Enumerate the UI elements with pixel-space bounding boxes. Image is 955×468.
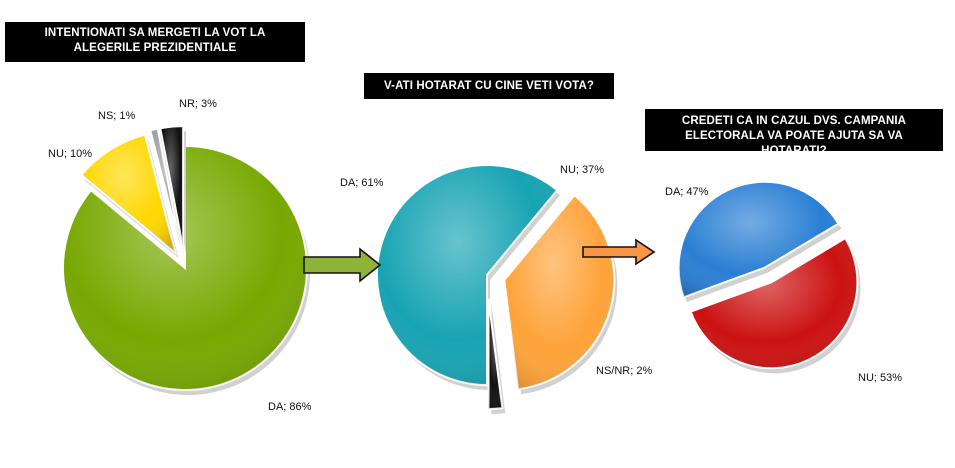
slice-gloss <box>62 146 307 390</box>
slice-gloss <box>160 126 184 249</box>
slice-label: DA; 61% <box>340 177 384 189</box>
pie-chart-decided: DA; 61% NU; 37% NS/NR; 2% <box>340 164 652 414</box>
pie-chart-campaign-help: DA; 47% NU; 53% <box>665 180 902 384</box>
arrow-right-icon <box>303 247 382 283</box>
pie-chart-vote-intention: DA; 86% NU; 10% NS; 1% NR; 3% <box>48 98 312 413</box>
slice-gloss <box>678 181 839 298</box>
slice-gloss <box>81 134 176 253</box>
chart3-title: CREDETI CA IN CAZUL DVS. CAMPANIA ELECTO… <box>645 109 943 157</box>
arrow-right-icon <box>582 238 656 266</box>
chart1-title: INTENTIONATI SA MERGETI LA VOT LA ALEGER… <box>5 22 305 62</box>
slice-label: NU; 10% <box>48 148 92 160</box>
slice-label: NU; 53% <box>858 372 902 384</box>
slice-label: NS/NR; 2% <box>596 365 652 377</box>
slice-label: DA; 86% <box>268 401 312 413</box>
slice-label: NR; 3% <box>179 98 217 110</box>
chart2-title: V-ATI HOTARAT CU CINE VETI VOTA? <box>364 73 614 99</box>
slice-gloss <box>488 298 503 409</box>
slice-gloss <box>377 164 558 385</box>
slice-gloss <box>150 128 181 249</box>
slice-label: NU; 37% <box>560 164 604 176</box>
slice-gloss <box>690 238 858 369</box>
slice-gloss <box>504 195 615 390</box>
slice-label: DA; 47% <box>665 186 709 198</box>
slice-label: NS; 1% <box>98 110 136 122</box>
